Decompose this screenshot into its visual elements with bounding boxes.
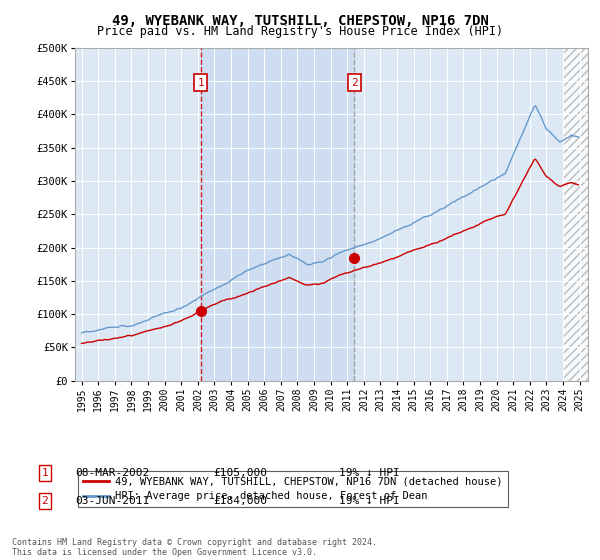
Legend: 49, WYEBANK WAY, TUTSHILL, CHEPSTOW, NP16 7DN (detached house), HPI: Average pri: 49, WYEBANK WAY, TUTSHILL, CHEPSTOW, NP1…	[77, 471, 508, 507]
Text: £105,000: £105,000	[213, 468, 267, 478]
Text: Price paid vs. HM Land Registry's House Price Index (HPI): Price paid vs. HM Land Registry's House …	[97, 25, 503, 38]
Text: 08-MAR-2002: 08-MAR-2002	[75, 468, 149, 478]
Text: 03-JUN-2011: 03-JUN-2011	[75, 496, 149, 506]
Text: 1: 1	[41, 468, 49, 478]
Text: 1: 1	[197, 78, 204, 87]
Text: 2: 2	[351, 78, 358, 87]
Text: 19% ↓ HPI: 19% ↓ HPI	[339, 468, 400, 478]
Bar	[563, 48, 588, 381]
Text: £184,000: £184,000	[213, 496, 267, 506]
Text: 2: 2	[41, 496, 49, 506]
Text: 49, WYEBANK WAY, TUTSHILL, CHEPSTOW, NP16 7DN: 49, WYEBANK WAY, TUTSHILL, CHEPSTOW, NP1…	[112, 14, 488, 28]
Text: 19% ↓ HPI: 19% ↓ HPI	[339, 496, 400, 506]
Text: Contains HM Land Registry data © Crown copyright and database right 2024.
This d: Contains HM Land Registry data © Crown c…	[12, 538, 377, 557]
Bar	[201, 48, 354, 381]
